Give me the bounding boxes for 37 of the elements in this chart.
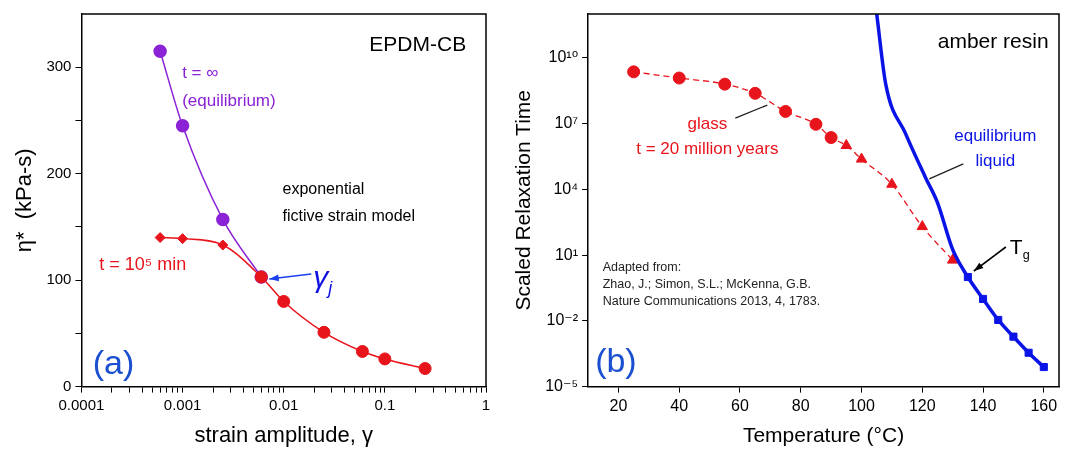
- y-tick-label: 200: [46, 163, 72, 181]
- y-axis-title: η* (kPa-s): [11, 148, 37, 253]
- annotation: t = 10⁵ min: [99, 253, 187, 274]
- annotation: EPDM-CB: [369, 31, 467, 55]
- x-tick-label: 0.01: [269, 395, 299, 413]
- x-tick-label: 0.0001: [58, 395, 105, 413]
- annotation: t = ∞ (equilibrium): [182, 62, 276, 110]
- x-tick-label: 20: [609, 396, 628, 414]
- y-tick-label: 10⁻²: [546, 311, 579, 329]
- annotation: Adapted from: Zhao, J.; Simon, S.L.; McKenna, G.B. Nature Communications 2013, 4, 1783.: [602, 260, 821, 309]
- y-tick-label: 10⁴: [553, 179, 579, 197]
- x-tick-label: 120: [908, 396, 936, 414]
- x-tick-label: 0.001: [163, 395, 202, 413]
- y-tick-label: 10⁷: [554, 113, 579, 131]
- y-tick-label: 10¹: [554, 245, 579, 263]
- annotation: glass t = 20 million years: [636, 114, 779, 159]
- x-tick-label: 0.1: [374, 395, 396, 413]
- x-tick-label: 160: [1030, 396, 1058, 414]
- x-axis-title: strain amplitude, γ: [194, 421, 373, 447]
- y-tick-label: 10⁻⁵: [545, 377, 579, 395]
- annotation: amber resin: [937, 28, 1049, 52]
- x-tick-label: 100: [848, 396, 875, 414]
- y-tick-label: 300: [46, 57, 72, 75]
- x-tick-label: 140: [969, 396, 997, 414]
- x-tick-label: 1: [481, 395, 491, 413]
- y-axis-title: Scaled Relaxation Time: [511, 89, 535, 311]
- y-tick-label: 0: [63, 376, 72, 394]
- annotation: (a): [92, 342, 135, 381]
- x-tick-label: 80: [791, 396, 810, 414]
- annotation: exponential fictive strain model: [282, 179, 415, 224]
- y-tick-label: 10¹⁰: [548, 48, 579, 66]
- x-axis-title: Temperature (°C): [742, 423, 905, 447]
- x-tick-label: 60: [731, 396, 749, 414]
- x-tick-label: 40: [670, 396, 689, 414]
- y-tick-label: 100: [46, 270, 72, 288]
- annotation: equilibrium liquid: [954, 125, 1037, 170]
- annotation: (b): [595, 341, 637, 380]
